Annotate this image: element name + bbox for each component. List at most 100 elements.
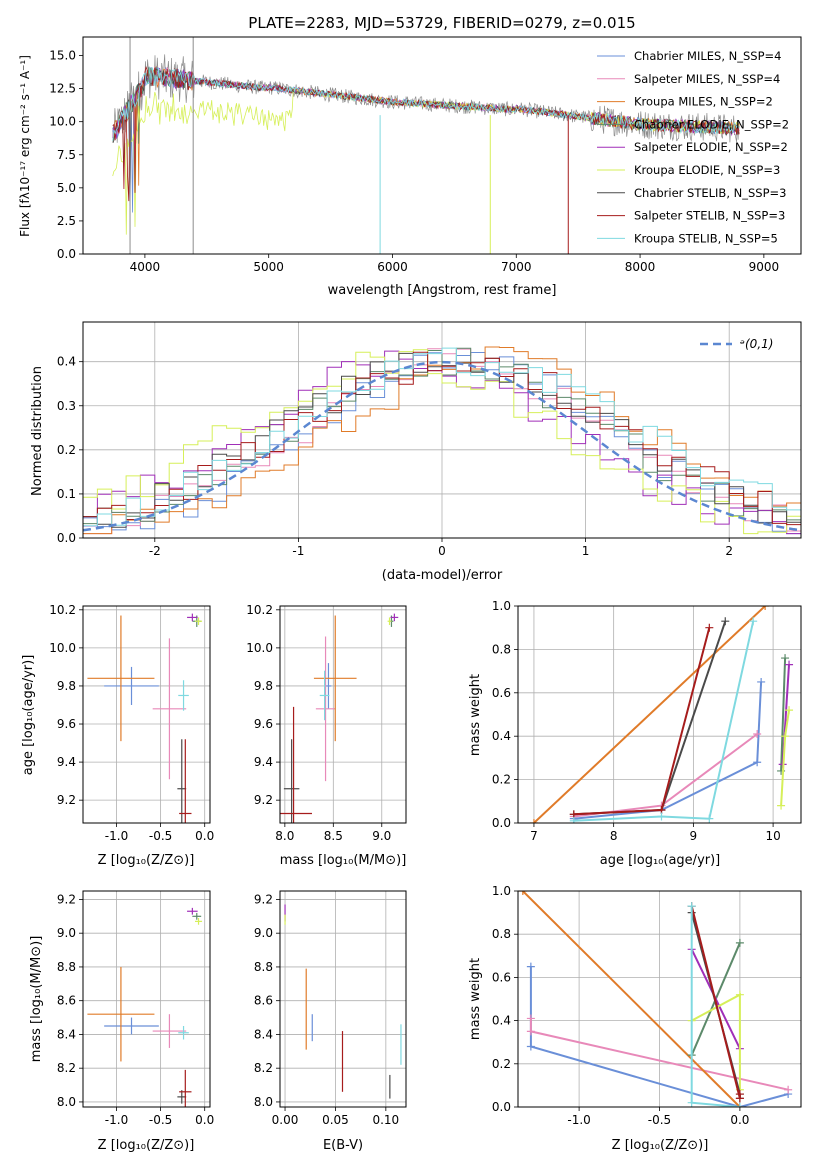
mZ-point-3	[192, 912, 202, 920]
mE-ytick-label-0: 8.0	[254, 1095, 273, 1109]
ageM-ytick-label-4: 10.0	[246, 641, 273, 655]
wAge-xtick-label-1: 8	[610, 829, 618, 843]
wAge-plot-area	[529, 606, 794, 823]
mE-ytick-label-5: 9.0	[254, 926, 273, 940]
wZ-ytick-label-4: 0.8	[492, 927, 511, 941]
mZ-point-2	[87, 966, 155, 1062]
spectrum-legend-label-0: Chabrier MILES, N_SSP=4	[634, 49, 781, 63]
wZ-xtick-label-2: 0.0	[730, 1113, 749, 1127]
residuals-ylabel: Normed distribution	[30, 366, 45, 496]
residuals-xtick-label-2: 0	[438, 544, 446, 558]
mZ-plot-area	[87, 907, 203, 1107]
spectrum-xtick-label-1: 5000	[253, 260, 284, 274]
residuals-xtick-label-3: 1	[582, 544, 590, 558]
ageZ-point-0	[104, 666, 159, 705]
wAge-marker-8-3	[749, 617, 758, 626]
spectrum-legend-label-2: Kroupa MILES, N_SSP=2	[634, 95, 773, 109]
residuals-ytick-label-0: 0.0	[57, 531, 76, 545]
wZ-marker-8-1	[687, 1098, 696, 1107]
mZ-xtick-label-2: 0.0	[195, 1113, 214, 1127]
residuals-xlabel: (data-model)/error	[382, 568, 503, 583]
ageZ-point-4	[187, 613, 198, 622]
residuals-legend-label: ᵊ(0,1)	[740, 337, 773, 351]
residuals-ytick-label-4: 0.4	[57, 355, 76, 369]
wZ-ytick-label-5: 1.0	[492, 884, 511, 898]
spectrum-ytick-label-1: 2.5	[57, 214, 76, 228]
residuals-xtick-label-1: -1	[292, 544, 304, 558]
mZ-xtick-label-1: -0.5	[149, 1113, 172, 1127]
ageM-ytick-label-0: 9.2	[254, 793, 273, 807]
spectrum-ytick-label-2: 5.0	[57, 181, 76, 195]
spectrum-ytick-label-0: 0.0	[57, 247, 76, 261]
mE-xtick-label-2: 0.10	[372, 1113, 399, 1127]
wZ-ytick-label-2: 0.4	[492, 1014, 511, 1028]
mE-axes: 0.00 0.05 0.10 8.0 8.2 8.4 8.6 8.8 9.0 9.2	[254, 890, 407, 1127]
ageM-ytick-label-5: 10.2	[246, 603, 273, 617]
mass-vs-Z-panel: Z [log₁₀(Z/Z⊙)] mass [log₁₀(M/M⊙)] -1.0-…	[29, 890, 214, 1153]
residuals-ytick-label-2: 0.2	[57, 443, 76, 457]
spectrum-plot-area	[112, 37, 740, 254]
residuals-legend: ᵊ(0,1)	[700, 337, 773, 351]
spectrum-xtick-label-5: 9000	[749, 260, 780, 274]
ageM-point-7	[280, 706, 312, 823]
spectrum-axes: 4000 5000 6000 7000 8000 9000 0.0 2.5 5.0 7.5 10.0…	[49, 36, 802, 274]
ageZ-ytick-label-0: 9.2	[57, 793, 76, 807]
wAge-series-3	[780, 658, 787, 771]
ageM-grid	[280, 606, 406, 823]
wZ-axes: -1.0 -0.5 0.0 0.0 0.2 0.4 0.6 0.8 1.0	[492, 884, 802, 1127]
mZ-ytick-label-2: 8.4	[57, 1027, 76, 1041]
mE-ytick-label-4: 8.8	[254, 960, 273, 974]
residuals-xtick-label-4: 2	[725, 544, 733, 558]
ageZ-frame	[82, 605, 211, 824]
wAge-marker-6-2	[721, 617, 730, 626]
residual-histogram-3	[83, 347, 801, 525]
spectrum-legend-label-6: Chabrier STELIB, N_SSP=3	[634, 186, 786, 200]
ageM-xtick-label-2: 9.0	[372, 829, 391, 843]
wZ-ytick-label-3: 0.6	[492, 970, 511, 984]
wAge-marker-7-2	[705, 623, 714, 632]
wAge-series-8	[573, 620, 755, 822]
ageZ-point-2	[87, 615, 155, 742]
age-vs-mass-panel: mass [log₁₀(M/M⊙)] 8.0 8.5 9.0 9.2 9.4 9.6 9.8…	[246, 603, 407, 868]
spectrum-legend: Chabrier MILES, N_SSP=4 Salpeter MILES, N…	[597, 49, 789, 245]
residuals-ytick-label-1: 0.1	[57, 487, 76, 501]
mZ-xtick-label-0: -1.0	[105, 1113, 128, 1127]
residuals-xtick-label-0: -2	[149, 544, 161, 558]
ageZ-axes: -1.0 -0.5 0.0 9.2 9.4 9.6 9.8 10.0 10.2	[49, 603, 214, 843]
ageM-ytick-label-2: 9.6	[254, 717, 273, 731]
ageZ-ytick-label-5: 10.2	[49, 603, 76, 617]
spectrum-ytick-label-4: 10.0	[49, 115, 76, 129]
ageM-ytick-label-3: 9.8	[254, 679, 273, 693]
ageM-xtick-label-0: 8.0	[275, 829, 294, 843]
mZ-point-5	[195, 918, 203, 925]
ageZ-ytick-label-4: 10.0	[49, 641, 76, 655]
wZ-marker-8-0	[687, 902, 696, 911]
wZ-marker-1-1	[526, 1027, 535, 1036]
mZ-point-0	[104, 1017, 159, 1035]
ageM-point-2	[313, 615, 357, 742]
mZ-point-1	[152, 1014, 187, 1048]
weight-vs-age-panel: age [log₁₀(age/yr)] mass weight 7 8 9 10 0.0…	[468, 599, 802, 868]
ageZ-grid	[83, 606, 210, 823]
wZ-xtick-label-0: -1.0	[567, 1113, 590, 1127]
wAge-marker-2-0	[529, 819, 538, 823]
wAge-ytick-label-2: 0.4	[492, 729, 511, 743]
ageM-xtick-label-1: 8.5	[324, 829, 343, 843]
ageZ-xtick-label-0: -1.0	[105, 829, 128, 843]
mZ-ytick-label-1: 8.2	[57, 1061, 76, 1075]
wAge-grid	[518, 605, 801, 824]
mE-ytick-label-6: 9.2	[254, 892, 273, 906]
wZ-xlabel: Z [log₁₀(Z/Z⊙)]	[612, 1138, 709, 1153]
wZ-marker-8-2	[735, 1103, 744, 1107]
wAge-xlabel: age [log₁₀(age/yr)]	[600, 853, 721, 868]
ageZ-xtick-label-1: -0.5	[149, 829, 172, 843]
mE-xlabel: E(B-V)	[323, 1138, 363, 1153]
wZ-xtick-label-1: -0.5	[648, 1113, 671, 1127]
mZ-ytick-label-0: 8.0	[57, 1095, 76, 1109]
ageZ-plot-area	[87, 613, 203, 823]
mZ-ytick-label-4: 8.8	[57, 960, 76, 974]
ageM-frame	[279, 605, 407, 824]
ageM-point-5	[387, 617, 392, 626]
wAge-marker-5-1	[781, 732, 790, 741]
mE-ytick-label-2: 8.4	[254, 1027, 273, 1041]
